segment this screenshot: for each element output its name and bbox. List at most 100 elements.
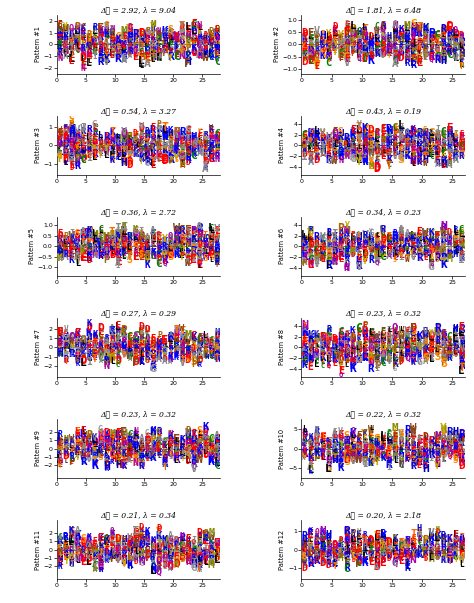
Text: L: L [98, 250, 103, 259]
Text: L: L [92, 229, 97, 238]
Text: M: M [57, 253, 63, 262]
Text: Y: Y [167, 53, 173, 63]
Text: Q: Q [423, 352, 428, 358]
Text: I: I [423, 48, 428, 54]
Text: A: A [356, 41, 361, 50]
Text: D: D [368, 130, 374, 140]
Text: I: I [74, 43, 80, 54]
Text: W: W [459, 451, 464, 460]
Text: E: E [393, 435, 397, 444]
Text: R: R [447, 555, 452, 564]
Text: N: N [145, 242, 147, 248]
Text: C: C [191, 238, 195, 244]
Text: V: V [411, 346, 416, 352]
Text: L: L [380, 539, 386, 548]
Text: H: H [190, 558, 197, 571]
Text: A: A [331, 38, 336, 44]
Text: N: N [344, 227, 349, 236]
Text: Y: Y [145, 346, 150, 355]
Text: T: T [115, 240, 121, 250]
Text: T: T [193, 452, 196, 456]
Text: R: R [428, 533, 434, 543]
Text: L: L [326, 261, 331, 270]
Text: A: A [120, 457, 127, 467]
Text: C: C [197, 537, 202, 546]
Text: E: E [80, 250, 86, 260]
Text: C: C [197, 230, 202, 241]
Text: R: R [368, 43, 374, 53]
Text: G: G [356, 31, 362, 42]
Text: H: H [121, 535, 127, 544]
Text: D: D [326, 233, 331, 242]
Text: F: F [173, 433, 180, 446]
Text: R: R [338, 227, 343, 236]
Text: A: A [144, 337, 151, 347]
Text: E: E [198, 133, 201, 139]
Text: F: F [150, 452, 154, 458]
Text: H: H [332, 235, 337, 244]
Text: H: H [453, 324, 458, 333]
Text: R: R [428, 28, 435, 40]
Text: Y: Y [151, 45, 155, 49]
Text: D: D [156, 561, 161, 570]
Text: A: A [410, 449, 416, 459]
Text: E: E [173, 139, 177, 144]
Text: E: E [179, 547, 185, 557]
Text: Y: Y [179, 43, 185, 53]
Text: W: W [374, 331, 380, 341]
Text: R: R [215, 460, 219, 466]
Text: M: M [440, 447, 447, 457]
Text: G: G [452, 336, 459, 347]
Text: W: W [145, 49, 150, 58]
Text: R: R [443, 41, 447, 47]
Text: M: M [357, 341, 361, 347]
Text: C: C [434, 52, 441, 62]
Text: M: M [362, 232, 367, 241]
Text: S: S [191, 358, 197, 367]
Text: P: P [139, 130, 143, 136]
Text: S: S [447, 443, 452, 452]
Text: V: V [428, 551, 434, 561]
Text: Q: Q [331, 126, 338, 139]
Text: L: L [214, 549, 220, 559]
Text: K: K [156, 238, 162, 247]
Text: Y: Y [68, 557, 74, 567]
Text: I: I [64, 34, 68, 40]
Text: S: S [197, 551, 201, 556]
Text: P: P [150, 447, 155, 456]
Text: A: A [454, 551, 457, 557]
Text: V: V [392, 34, 398, 43]
Text: I: I [345, 21, 349, 27]
Text: I: I [399, 230, 403, 239]
Text: K: K [440, 260, 447, 270]
Text: I: I [344, 135, 350, 145]
Text: C: C [214, 462, 220, 471]
Text: Q: Q [343, 533, 350, 546]
Text: N: N [75, 23, 80, 32]
Text: T: T [459, 359, 464, 368]
Text: T: T [151, 54, 155, 60]
Text: T: T [386, 142, 392, 151]
Text: Y: Y [429, 258, 433, 264]
Text: T: T [356, 122, 362, 131]
Text: L: L [320, 437, 325, 446]
Text: R: R [115, 248, 121, 258]
Text: L: L [87, 551, 91, 557]
Text: C: C [326, 239, 331, 248]
Text: L: L [80, 238, 86, 247]
Text: K: K [410, 234, 415, 243]
Text: V: V [332, 144, 337, 153]
Text: T: T [320, 355, 326, 364]
Text: E: E [399, 228, 403, 237]
Text: I: I [356, 53, 362, 63]
Text: W: W [57, 328, 63, 338]
Text: A: A [92, 449, 97, 458]
Text: M: M [155, 32, 162, 42]
Text: E: E [128, 250, 132, 256]
Text: C: C [447, 240, 452, 246]
Text: C: C [430, 236, 434, 241]
Text: K: K [203, 534, 208, 543]
Text: A: A [320, 529, 325, 538]
Text: R: R [150, 143, 156, 153]
Text: A: A [356, 341, 361, 350]
